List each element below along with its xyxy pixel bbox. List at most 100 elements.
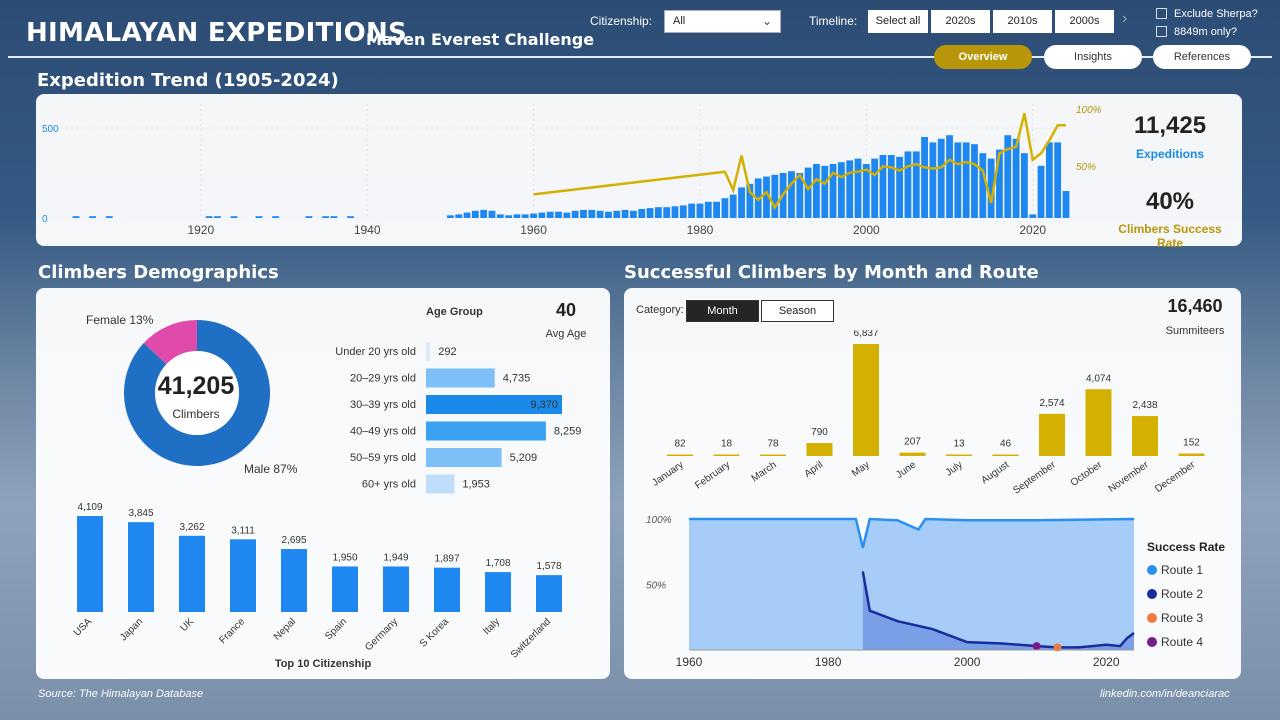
legend-item-route-1[interactable]: Route 1 xyxy=(1147,558,1237,582)
expedition-bar xyxy=(588,209,596,218)
summiteers-kpi-label: Summiteers xyxy=(1165,325,1225,337)
citizenship-category-label: France xyxy=(217,616,247,646)
x-tick-label: 2000 xyxy=(853,223,880,237)
timeline-2000s-button[interactable]: 2000s xyxy=(1055,10,1114,33)
legend-item-route-2[interactable]: Route 2 xyxy=(1147,582,1237,606)
success-rate-kpi-value: 40% xyxy=(1145,188,1195,215)
expedition-bar xyxy=(305,216,313,218)
citizenship-value-label: 1,897 xyxy=(434,554,459,565)
expedition-bar xyxy=(979,153,987,218)
route-3-dot-icon xyxy=(1147,613,1157,623)
citizenship-bar xyxy=(128,522,154,612)
category-month-button[interactable]: Month xyxy=(686,300,759,322)
y-tick-label: 50% xyxy=(646,581,666,592)
expedition-bar xyxy=(272,216,280,218)
expedition-bar xyxy=(205,216,213,218)
male-slice xyxy=(123,320,270,466)
everest-height-checkbox[interactable] xyxy=(1156,26,1167,37)
chevron-down-icon: ⌄ xyxy=(761,14,772,28)
month-bar xyxy=(853,344,879,456)
female-slice xyxy=(143,320,197,365)
month-bar xyxy=(1132,416,1158,456)
avg-age-label: Avg Age xyxy=(545,328,587,340)
expedition-bar xyxy=(105,216,113,218)
expedition-bar xyxy=(929,142,937,218)
citizenship-bar xyxy=(536,575,562,612)
expedition-bar xyxy=(571,210,579,218)
expedition-bar xyxy=(446,215,454,218)
expedition-bar xyxy=(788,171,795,218)
expedition-bar xyxy=(463,212,471,218)
x-tick-label: 2020 xyxy=(1019,223,1046,237)
exclude-sherpa-checkbox[interactable] xyxy=(1156,8,1167,19)
month-bar xyxy=(899,452,926,456)
month-value-label: 2,574 xyxy=(1039,398,1064,409)
citizenship-value-label: 1,708 xyxy=(485,558,510,569)
age-bar xyxy=(426,395,562,414)
expedition-bar xyxy=(89,216,97,218)
author-credit-link[interactable]: linkedin.com/in/deanciarac xyxy=(1100,688,1230,700)
timeline-select-all-button[interactable]: Select all xyxy=(868,10,928,33)
citizenship-bar xyxy=(332,566,358,612)
age-bar xyxy=(426,368,495,388)
app-title: HIMALAYAN EXPEDITIONS xyxy=(26,18,408,48)
month-category-label: October xyxy=(1069,459,1105,489)
chevron-right-icon[interactable]: › xyxy=(1122,10,1128,27)
month-category-label: June xyxy=(894,459,918,481)
month-category-label: September xyxy=(1011,459,1058,496)
y-tick-label: 500 xyxy=(42,124,59,135)
age-bar xyxy=(426,448,502,467)
month-value-label: 78 xyxy=(767,439,779,450)
female-share-label: Female 13% xyxy=(86,313,154,327)
expedition-bar xyxy=(1020,153,1028,218)
month-bar xyxy=(1039,413,1065,456)
age-category-label: Under 20 yrs old xyxy=(336,346,416,358)
age-group-chart: Under 20 yrs old 292 20–29 yrs old 4,735 30–… xyxy=(336,342,582,494)
legend-label: Route 1 xyxy=(1161,563,1204,577)
citizenship-category-label: Spain xyxy=(323,616,349,642)
expedition-bar xyxy=(230,216,238,218)
route-2-area xyxy=(862,571,1134,650)
month-bar xyxy=(667,454,693,456)
successful-section-title: Successful Climbers by Month and Route xyxy=(624,262,1039,283)
month-bar xyxy=(760,454,786,456)
month-value-label: 6,837 xyxy=(853,330,878,339)
month-category-label: July xyxy=(944,459,965,478)
month-value-label: 152 xyxy=(1183,438,1200,449)
tab-overview[interactable]: Overview xyxy=(934,45,1032,69)
expedition-bar xyxy=(1054,142,1062,218)
age-category-label: 20–29 yrs old xyxy=(350,373,416,385)
month-bar xyxy=(946,454,972,456)
tab-insights[interactable]: Insights xyxy=(1044,45,1142,69)
top-citizenship-title: Top 10 Citizenship xyxy=(274,658,372,670)
expedition-bar xyxy=(829,164,837,218)
expedition-bar xyxy=(846,160,854,218)
expedition-bar xyxy=(862,164,870,218)
expedition-bar xyxy=(821,165,829,218)
tab-references[interactable]: References xyxy=(1153,45,1251,69)
legend-item-route-3[interactable]: Route 3 xyxy=(1147,606,1237,630)
expedition-bar xyxy=(654,207,662,218)
trend-section-title: Expedition Trend (1905-2024) xyxy=(37,70,339,91)
citizenship-dropdown[interactable]: All ⌄ xyxy=(664,10,781,33)
avg-age-value: 40 xyxy=(555,300,577,320)
expedition-bar xyxy=(996,149,1003,218)
citizenship-bar xyxy=(281,549,307,612)
expedition-bar xyxy=(455,214,463,218)
expedition-bar xyxy=(813,164,820,218)
citizenship-category-label: Switzerland xyxy=(509,616,553,660)
timeline-2020s-button[interactable]: 2020s xyxy=(931,10,990,33)
category-season-button[interactable]: Season xyxy=(761,300,834,322)
month-value-label: 4,074 xyxy=(1086,373,1111,384)
expedition-bar xyxy=(904,151,912,218)
expedition-bar xyxy=(663,207,671,218)
month-value-label: 82 xyxy=(674,439,686,450)
route-1-area xyxy=(689,519,1134,650)
expedition-bar xyxy=(871,158,879,218)
month-bar xyxy=(1178,453,1205,456)
legend-item-route-4[interactable]: Route 4 xyxy=(1147,630,1237,654)
expedition-bar xyxy=(1029,214,1037,218)
timeline-2010s-button[interactable]: 2010s xyxy=(993,10,1052,33)
expedition-bar xyxy=(605,211,612,218)
age-value-label: 8,259 xyxy=(554,426,582,438)
